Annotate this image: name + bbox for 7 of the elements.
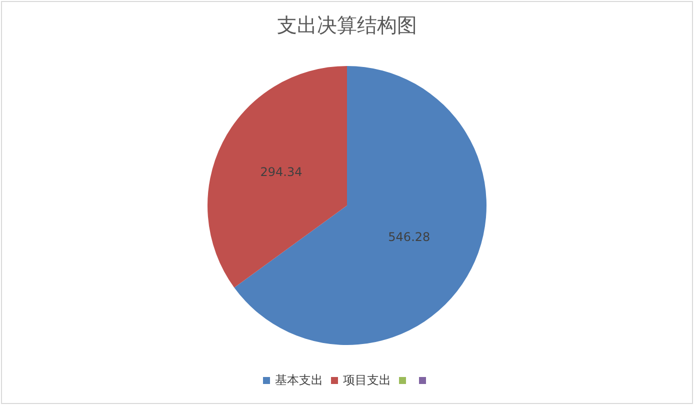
legend-label: 项目支出 — [343, 373, 391, 387]
chart-title: 支出决算结构图 — [277, 13, 417, 38]
data-label: 294.34 — [260, 165, 302, 180]
pie-slice — [234, 66, 486, 345]
pie-slice — [208, 66, 347, 288]
data-label: 546.28 — [388, 230, 430, 244]
legend-label: 基本支出 — [275, 373, 323, 387]
